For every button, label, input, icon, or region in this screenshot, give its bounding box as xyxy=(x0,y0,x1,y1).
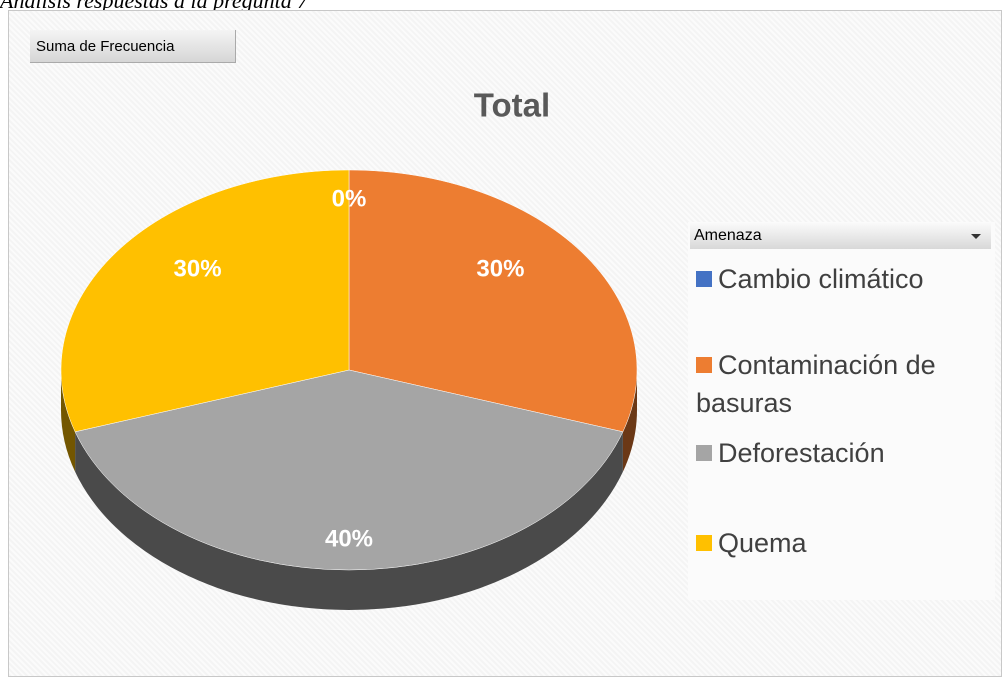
slice-side xyxy=(622,370,637,472)
legend-swatch xyxy=(696,535,712,551)
caption: Análisis respuestas a la pregunta 7 xyxy=(0,0,309,13)
field-button[interactable]: Suma de Frecuencia xyxy=(30,30,236,63)
data-label: 30% xyxy=(174,255,222,282)
data-label: 0% xyxy=(332,185,367,212)
slice-side xyxy=(75,431,623,610)
data-label: 30% xyxy=(476,255,524,282)
slice xyxy=(74,369,624,571)
legend-swatch xyxy=(696,271,712,287)
legend-label: Quema xyxy=(718,528,807,558)
data-label: 40% xyxy=(325,525,373,552)
legend: Amenaza Cambio climático Contaminación de… xyxy=(688,222,995,600)
legend-label: Deforestación xyxy=(718,438,885,468)
chart-title: Total xyxy=(474,87,550,124)
legend-entry[interactable]: Cambio climático xyxy=(696,260,986,298)
slice xyxy=(60,169,350,433)
slice xyxy=(348,169,638,433)
legend-swatch xyxy=(696,357,712,373)
legend-title[interactable]: Amenaza xyxy=(690,223,991,249)
legend-entry[interactable]: Quema xyxy=(696,524,986,562)
pie xyxy=(60,169,638,610)
legend-entry[interactable]: Deforestación xyxy=(696,434,986,472)
slice-side xyxy=(61,370,76,472)
legend-label: Cambio climático xyxy=(718,264,924,294)
legend-label: Contaminación de basuras xyxy=(696,350,936,418)
legend-entry[interactable]: Contaminación de basuras xyxy=(696,346,986,422)
legend-swatch xyxy=(696,445,712,461)
